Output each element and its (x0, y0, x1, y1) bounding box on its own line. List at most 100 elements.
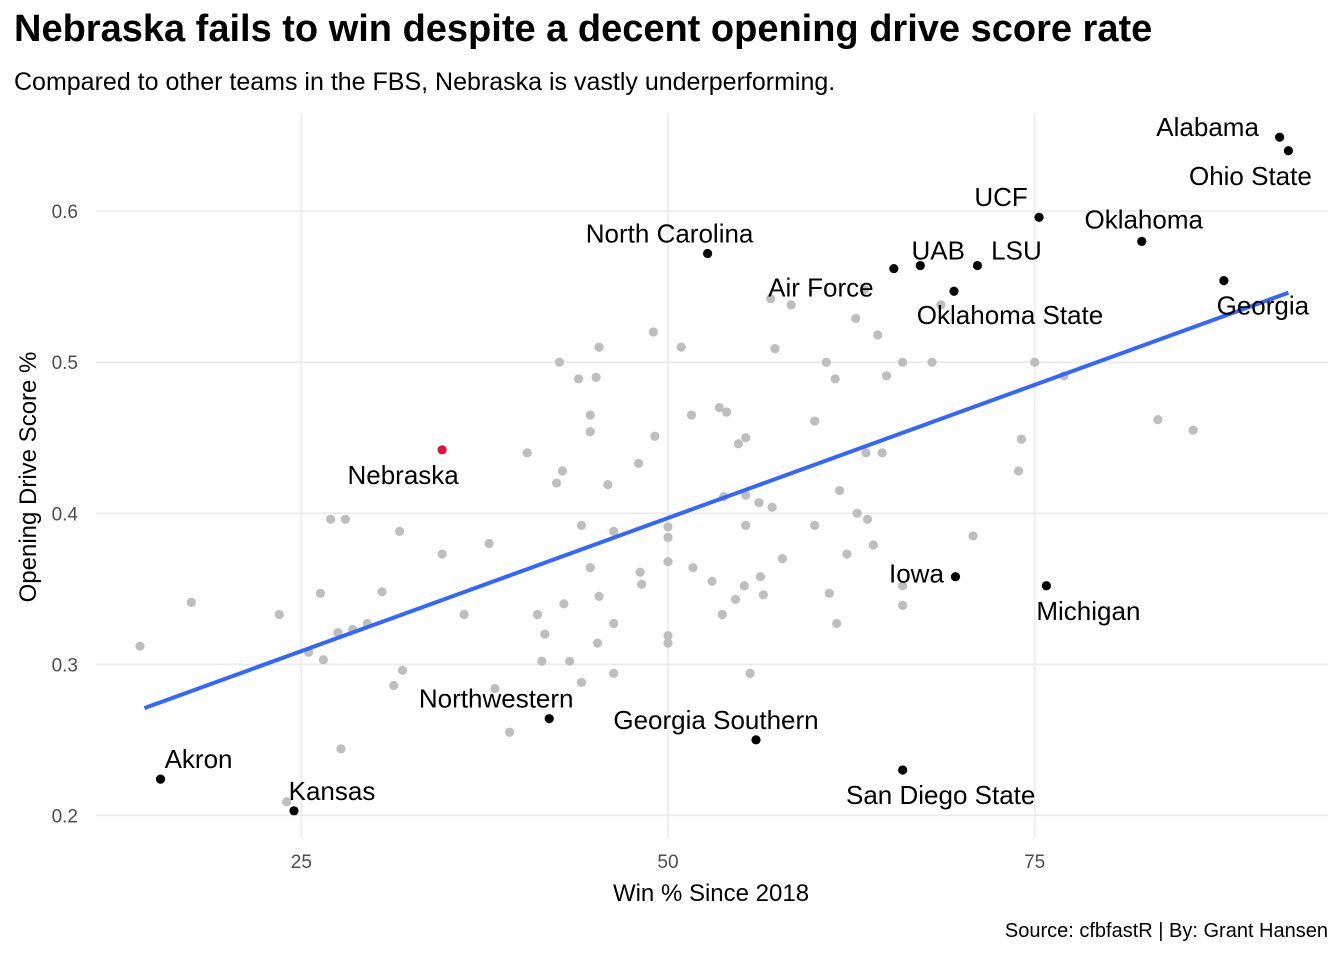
team-point-other (591, 372, 601, 382)
team-point-other (898, 357, 908, 367)
x-tick-label: 75 (1024, 852, 1045, 873)
team-point-northwestern (544, 714, 554, 724)
team-point-other (676, 342, 686, 352)
team-point-nebraska (437, 445, 447, 455)
team-point-oklahoma-state (949, 286, 959, 296)
team-label-georgia-southern: Georgia Southern (613, 705, 818, 735)
team-point-other (717, 609, 727, 620)
team-labels: Alabama Ohio State UCF North Carolina UAB LSU… (165, 112, 1312, 810)
labeled-team-points (155, 132, 1293, 816)
team-point-other (389, 680, 399, 691)
team-point-other (490, 683, 500, 694)
team-point-other (537, 656, 547, 666)
gridlines (96, 113, 1328, 838)
team-point-other (603, 479, 613, 490)
team-point-other (852, 508, 862, 518)
team-point-iowa (950, 572, 961, 582)
team-point-other (733, 439, 744, 449)
team-label-northwestern: Northwestern (419, 684, 574, 714)
team-point-other (573, 374, 584, 384)
team-point-other (484, 538, 494, 549)
x-tick-label: 50 (657, 852, 678, 873)
team-point-other (522, 448, 532, 458)
team-point-other (881, 371, 892, 381)
team-point-other (859, 285, 870, 295)
team-point-other (1013, 466, 1024, 476)
team-point-other (318, 655, 328, 665)
team-point-other (1188, 425, 1198, 435)
x-tick-label: 25 (291, 852, 312, 873)
team-point-other (686, 410, 697, 420)
team-point-other (730, 594, 741, 604)
team-point-georgia (1219, 276, 1229, 286)
team-point-other (576, 520, 587, 530)
team-label-oklahoma: Oklahoma (1084, 204, 1203, 234)
team-point-other (377, 587, 387, 597)
team-label-akron: Akron (165, 744, 233, 774)
team-point-other (741, 490, 751, 500)
team-point-kansas (289, 806, 299, 816)
team-point-san-diego-state (898, 765, 908, 775)
team-point-other (842, 549, 852, 559)
team-point-other (1153, 415, 1163, 425)
team-point-other (594, 591, 604, 601)
team-point-other (714, 402, 724, 413)
y-tick-label: 0.2 (52, 806, 78, 827)
trend-line (143, 290, 1290, 710)
team-point-other (707, 576, 717, 586)
team-point-other (437, 549, 447, 559)
team-label-iowa: Iowa (889, 559, 944, 589)
team-point-other (862, 514, 873, 524)
team-point-other (777, 553, 788, 564)
team-label-uab: UAB (912, 236, 965, 266)
team-label-georgia: Georgia (1217, 291, 1310, 321)
team-point-georgia-southern (751, 735, 761, 745)
team-point-other (821, 357, 832, 367)
team-point-other (741, 433, 751, 443)
team-point-ucf (1034, 212, 1044, 222)
team-point-other (663, 532, 673, 543)
team-point-uab (915, 260, 925, 271)
team-point-other (395, 526, 405, 536)
team-point-other (830, 374, 840, 384)
team-point-other (274, 609, 284, 620)
team-point-other (648, 327, 658, 337)
team-point-other (585, 410, 595, 420)
team-point-other (688, 563, 698, 573)
team-point-other (770, 344, 780, 354)
team-label-lsu: LSU (991, 236, 1042, 266)
team-point-other (786, 300, 796, 310)
team-point-other (810, 416, 820, 426)
y-tick-label: 0.5 (52, 353, 78, 374)
team-point-other (898, 600, 908, 610)
team-point-other (1030, 357, 1040, 367)
team-point-other (576, 677, 587, 688)
team-label-air-force: Air Force (768, 273, 873, 303)
team-point-north-carolina (703, 248, 713, 259)
y-axis-ticks: 0.2 0.3 0.4 0.5 0.6 (52, 202, 79, 827)
team-point-other (755, 572, 766, 582)
team-point-other (824, 588, 834, 598)
team-point-other (637, 579, 647, 589)
other-team-points (135, 285, 1198, 807)
team-point-other (898, 581, 908, 591)
team-point-other (745, 668, 755, 678)
team-point-other (609, 618, 619, 629)
team-point-other (565, 656, 575, 666)
team-point-alabama (1275, 132, 1285, 142)
team-point-other (532, 609, 543, 620)
team-point-other (459, 609, 469, 620)
team-point-other (585, 563, 595, 573)
team-point-other (868, 540, 878, 550)
team-point-other (397, 665, 408, 675)
team-point-other (593, 638, 603, 648)
team-point-michigan (1041, 581, 1051, 591)
team-point-other (326, 514, 336, 524)
chart-title: Nebraska fails to win despite a decent o… (14, 8, 1153, 50)
team-point-other (851, 313, 861, 324)
team-point-other (663, 522, 673, 532)
trend-line-group (143, 290, 1290, 710)
team-point-other (186, 597, 196, 607)
team-point-other (767, 502, 777, 512)
